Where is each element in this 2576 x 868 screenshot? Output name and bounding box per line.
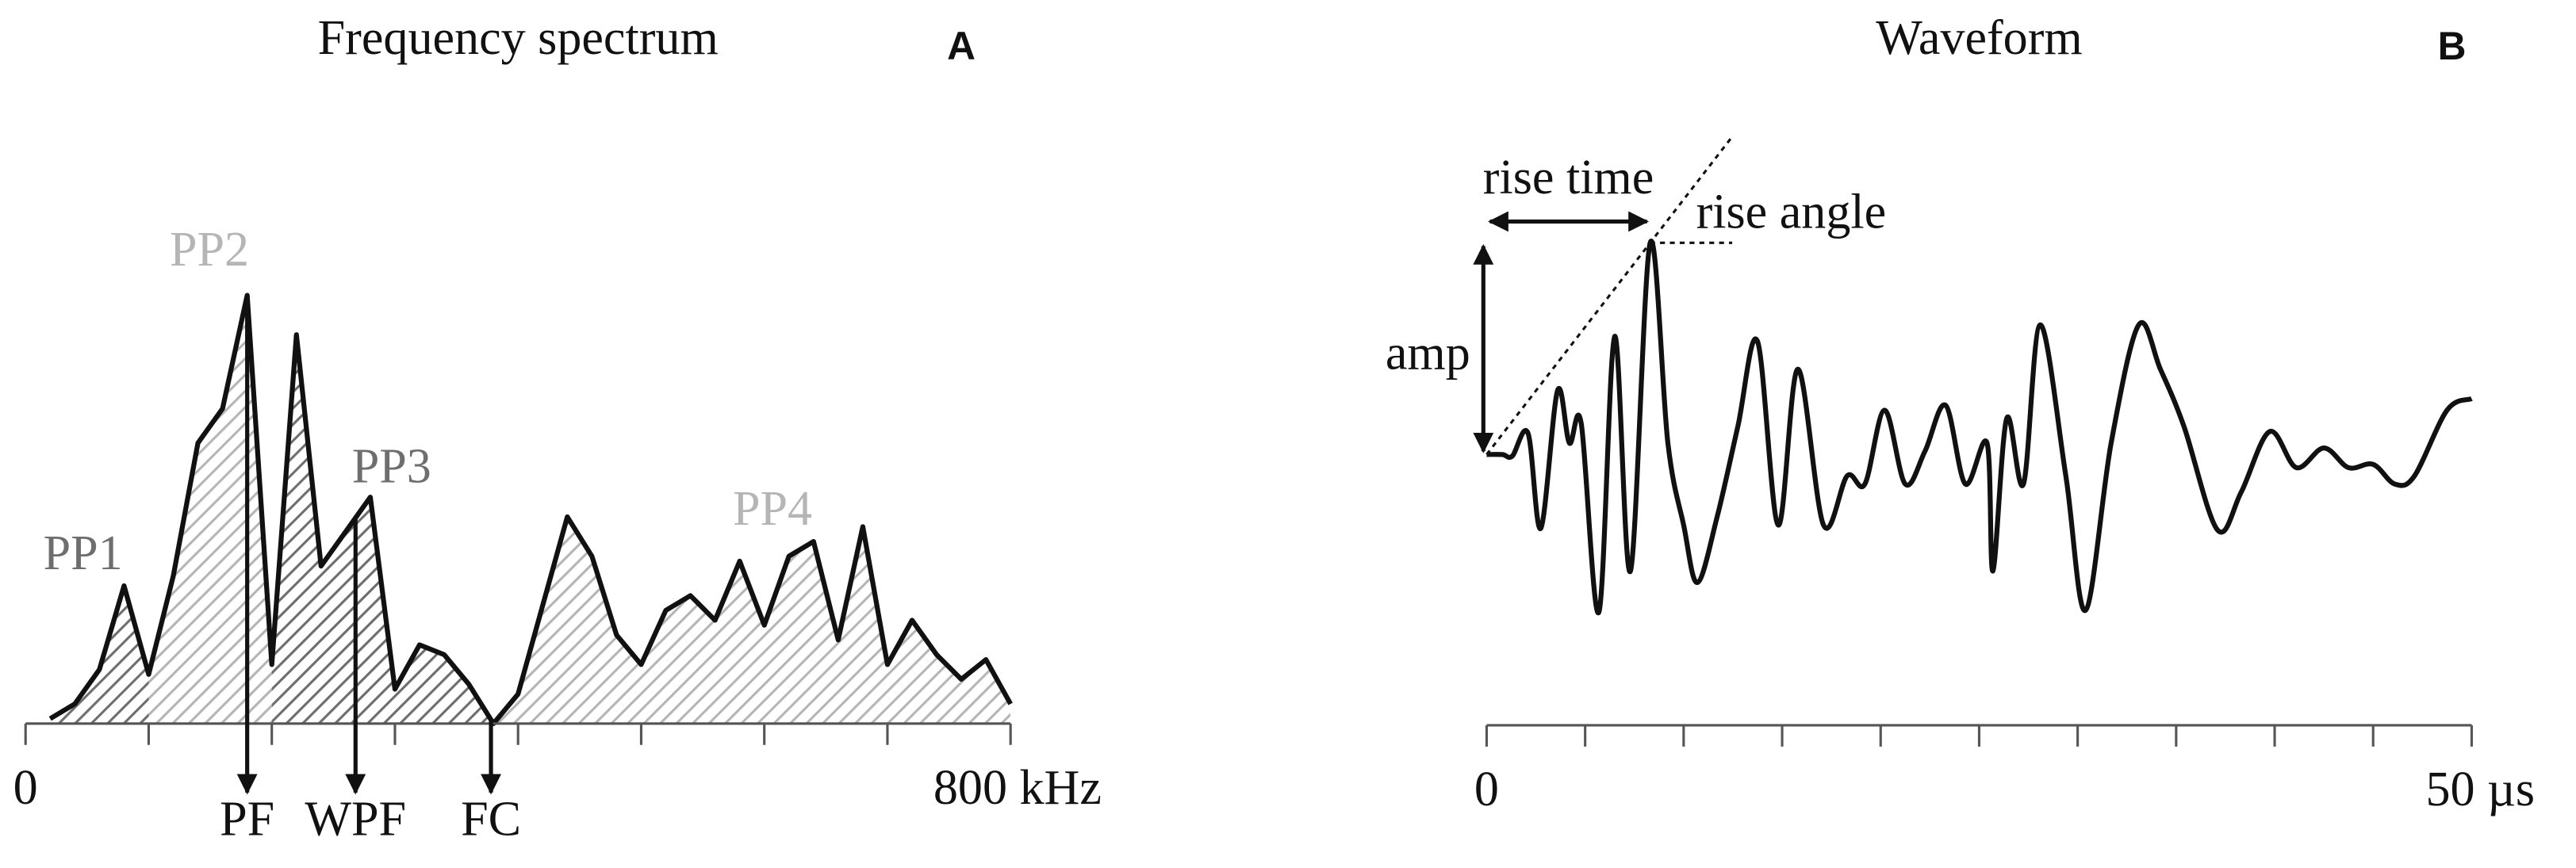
rise-angle-line	[1485, 136, 1733, 456]
region-label: PP1	[44, 526, 123, 580]
rise-angle-label: rise angle	[1696, 185, 1887, 239]
region	[148, 295, 272, 724]
amp-label: amp	[1386, 326, 1470, 380]
chart-title: Frequency spectrum	[318, 11, 719, 65]
waveform-line	[1486, 238, 2473, 616]
panel-letter: A	[947, 24, 976, 68]
x-tick-label: 0	[13, 761, 38, 815]
spectrum-line	[48, 293, 1013, 726]
x-tick-label: 800 kHz	[933, 761, 1102, 815]
panel-letter: B	[2438, 24, 2467, 68]
marker-label: WPF	[305, 792, 406, 846]
x-tick-label: 0	[1474, 763, 1499, 816]
region-label: PP3	[352, 439, 431, 493]
region-label: PP4	[733, 482, 812, 536]
x-tick-label: 50 µs	[2425, 763, 2535, 816]
region	[50, 295, 149, 724]
marker-label: FC	[461, 792, 521, 846]
marker-label: PF	[220, 792, 274, 846]
rise-time-label: rise time	[1483, 151, 1654, 205]
region-label: PP2	[170, 223, 249, 277]
chart-title: Waveform	[1876, 11, 2082, 65]
